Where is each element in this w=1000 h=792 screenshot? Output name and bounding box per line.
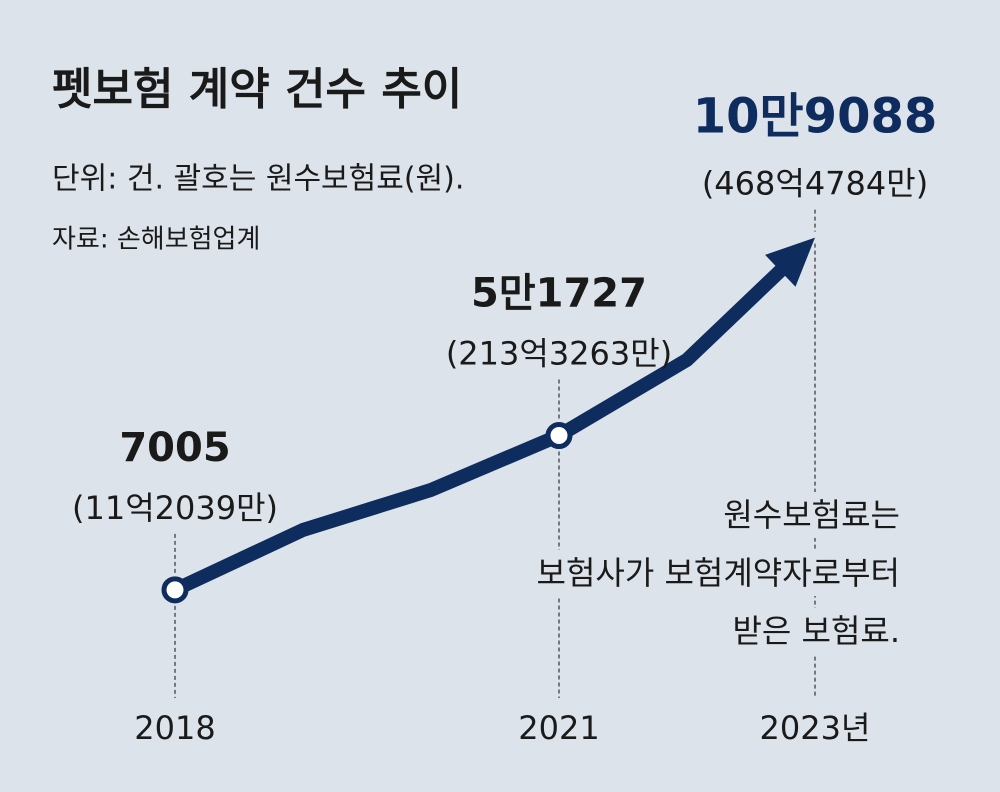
x-tick-label: 2021 [518, 709, 599, 747]
arrow-head [765, 237, 815, 287]
x-tick-label: 2023년 [760, 709, 871, 747]
series [161, 237, 815, 604]
value-label: 5만1727 [471, 271, 647, 317]
premium-label: (468억4784만) [702, 165, 928, 203]
annotation-line: 받은 보험료. [732, 612, 900, 650]
annotation-line: 원수보험료는 [723, 496, 900, 534]
value-label: 7005 [119, 425, 230, 471]
point [545, 422, 573, 450]
premium-label: (213억3263만) [446, 335, 672, 373]
source: 자료: 손해보험업계 [52, 225, 260, 255]
value-label: 10만9088 [693, 89, 938, 145]
point [161, 576, 189, 604]
annotation-bg [717, 492, 906, 538]
chart-title: 펫보험 계약 건수 추이 [52, 64, 462, 115]
annotation-bg [530, 550, 906, 596]
annotation-line: 보험사가 보험계약자로부터 [537, 554, 900, 592]
x-tick-label: 2018 [134, 709, 215, 747]
premium-label: (11억2039만) [72, 489, 278, 527]
line [168, 254, 798, 597]
subtitle: 단위: 건. 괄호는 원수보험료(원). [52, 162, 464, 197]
annotation-bg [726, 608, 906, 654]
